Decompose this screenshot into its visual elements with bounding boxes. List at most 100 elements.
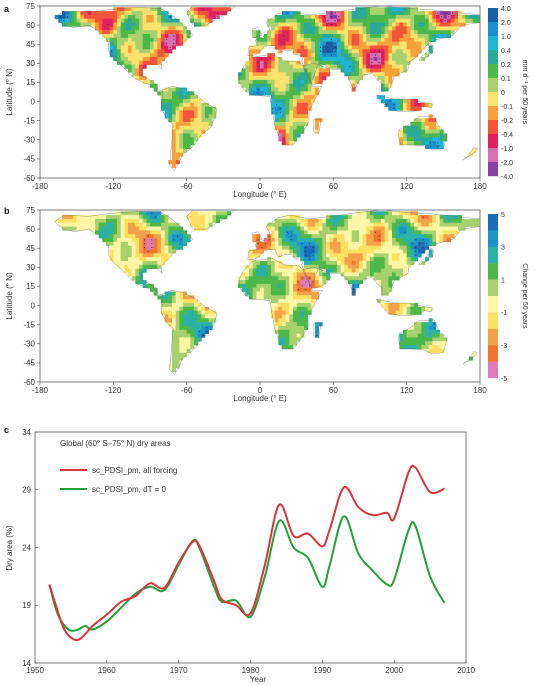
b-map-cell bbox=[355, 234, 360, 239]
a-map-cell bbox=[410, 37, 415, 42]
b-ytick-label: 15 bbox=[26, 282, 35, 291]
a-map-cell bbox=[175, 99, 180, 104]
a-map-cell bbox=[128, 34, 132, 39]
b-map-cell bbox=[161, 249, 165, 254]
a-map-cell bbox=[366, 41, 371, 46]
b-significance-dot bbox=[257, 243, 259, 245]
a-map-cell bbox=[362, 68, 367, 73]
b-map-cell bbox=[311, 291, 316, 296]
b-map-cell bbox=[274, 218, 279, 224]
b-map-cell bbox=[355, 268, 360, 273]
a-map-cell bbox=[395, 26, 400, 31]
b-map-cell bbox=[337, 226, 341, 231]
b-map-cell bbox=[318, 218, 323, 224]
b-map-cell bbox=[175, 352, 180, 357]
a-significance-dot bbox=[327, 43, 329, 45]
a-map-cell bbox=[271, 60, 275, 65]
a-map-cell bbox=[366, 49, 371, 54]
b-map-cell bbox=[293, 322, 297, 327]
a-map-cell bbox=[362, 34, 367, 39]
a-map-cell bbox=[175, 110, 180, 115]
b-map-cell bbox=[168, 253, 173, 258]
a-map-cell bbox=[406, 14, 411, 20]
a-map-cell bbox=[318, 18, 323, 23]
b-map-cell bbox=[410, 337, 415, 342]
b-map-cell bbox=[186, 215, 191, 220]
chart-xlabel: Year bbox=[250, 675, 267, 684]
a-map-cell bbox=[381, 95, 385, 100]
b-map-cell bbox=[417, 245, 422, 250]
b-map-cell bbox=[256, 272, 261, 277]
b-map-cell bbox=[318, 268, 323, 273]
b-map-cell bbox=[351, 226, 356, 231]
b-map-cell bbox=[172, 364, 176, 369]
a-map-cell bbox=[190, 110, 195, 115]
a-map-cell bbox=[307, 99, 312, 104]
b-map-cell bbox=[285, 303, 290, 308]
a-map-cell bbox=[315, 45, 319, 50]
b-map-cell bbox=[428, 226, 433, 231]
a-map-cell bbox=[300, 37, 305, 42]
a-map-cell bbox=[406, 60, 411, 65]
a-map-cell bbox=[315, 26, 319, 31]
b-map-cell bbox=[120, 226, 125, 231]
b-map-cell bbox=[293, 280, 297, 285]
a-map-cell bbox=[197, 14, 202, 20]
a-significance-dot bbox=[264, 62, 267, 64]
b-map-cell bbox=[164, 295, 169, 300]
a-map-cell bbox=[304, 95, 308, 100]
b-map-cell bbox=[146, 260, 151, 266]
b-map-cell bbox=[289, 299, 294, 304]
b-map-cell bbox=[249, 249, 253, 254]
a-map-cell bbox=[300, 22, 305, 27]
b-map-cell bbox=[307, 222, 312, 227]
b-map-cell bbox=[388, 215, 393, 220]
a-map-cell bbox=[190, 118, 195, 123]
a-map-cell bbox=[417, 37, 422, 42]
b-significance-dot bbox=[415, 254, 417, 256]
b-map-cell bbox=[120, 215, 125, 220]
a-map-cell bbox=[403, 41, 407, 46]
a-map-cell bbox=[289, 129, 294, 134]
b-map-cell bbox=[124, 245, 129, 250]
a-map-cell bbox=[377, 68, 382, 73]
b-map-cell bbox=[256, 291, 261, 296]
b-map-cell bbox=[274, 268, 279, 273]
a-map-cell bbox=[190, 102, 195, 107]
b-map-cell bbox=[263, 264, 268, 269]
b-map-cell bbox=[315, 226, 319, 231]
b-map-cell bbox=[216, 215, 220, 220]
a-map-cell bbox=[428, 125, 433, 130]
a-xtick-label: 0 bbox=[258, 182, 263, 191]
b-map-cell bbox=[289, 310, 294, 315]
a-map-cell bbox=[296, 87, 301, 92]
b-map-cell bbox=[403, 241, 407, 246]
b-map-cell bbox=[128, 238, 132, 243]
b-map-cell bbox=[307, 295, 312, 300]
b-map-cell bbox=[190, 306, 195, 311]
b-colorbar-segment bbox=[488, 328, 498, 346]
b-map-cell bbox=[278, 295, 283, 300]
b-map-cell bbox=[120, 257, 125, 262]
a-map-cell bbox=[410, 141, 415, 146]
b-map-cell bbox=[205, 211, 209, 216]
b-map-cell bbox=[282, 325, 286, 331]
a-map-cell bbox=[300, 118, 305, 123]
b-significance-dot bbox=[301, 285, 303, 287]
b-map-cell bbox=[197, 215, 202, 220]
b-map-cell bbox=[373, 226, 378, 231]
a-map-cell bbox=[150, 7, 154, 12]
a-map-cell bbox=[300, 53, 305, 58]
b-map-cell bbox=[194, 341, 198, 346]
b-map-cell bbox=[454, 215, 459, 220]
b-map-cell bbox=[263, 280, 268, 285]
a-map-cell bbox=[161, 18, 165, 23]
b-map-cell bbox=[106, 226, 110, 231]
b-map-cell bbox=[153, 241, 158, 246]
panel-a-land bbox=[54, 5, 481, 171]
b-map-cell bbox=[120, 245, 125, 250]
b-map-cell bbox=[274, 314, 279, 319]
b-map-cell bbox=[355, 257, 360, 262]
a-map-cell bbox=[142, 45, 147, 50]
a-map-cell bbox=[252, 87, 257, 92]
